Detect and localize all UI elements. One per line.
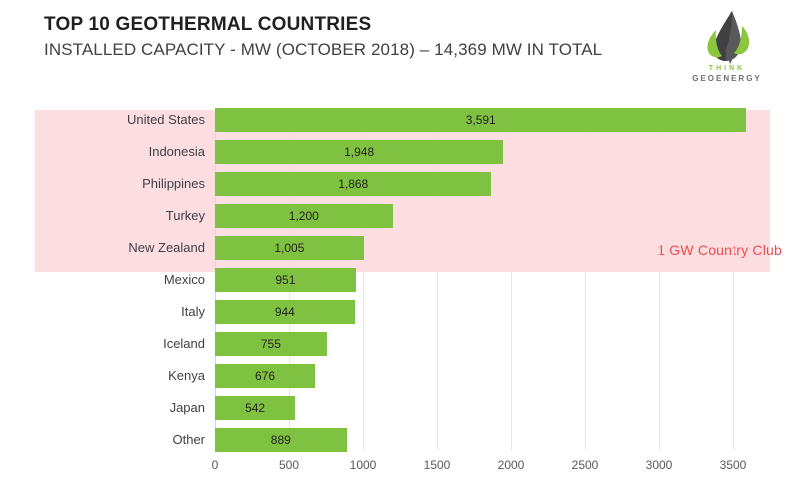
category-label: Indonesia bbox=[148, 144, 205, 159]
bar-value-label: 951 bbox=[275, 273, 296, 287]
bar-container: 889 bbox=[215, 428, 347, 452]
gridline bbox=[437, 110, 438, 450]
x-axis-tick-label: 1500 bbox=[423, 458, 451, 472]
bar-value-label: 755 bbox=[260, 337, 281, 351]
bar-row: Indonesia 1,948 bbox=[0, 136, 800, 168]
bar: 951 bbox=[215, 268, 356, 292]
bar-container: 755 bbox=[215, 332, 327, 356]
bar-container: 1,200 bbox=[215, 204, 393, 228]
bar-row: United States 3,591 bbox=[0, 104, 800, 136]
bar-value-label: 889 bbox=[270, 433, 291, 447]
gridline bbox=[585, 110, 586, 450]
bar-row: New Zealand 1,005 bbox=[0, 232, 800, 264]
category-label: Turkey bbox=[165, 208, 205, 223]
plot-area: 1 GW Country Club United States 3,591 Indo… bbox=[0, 104, 800, 498]
bar-row: Iceland 755 bbox=[0, 328, 800, 360]
thinkgeoenergy-logo: THINK GEOENERGY bbox=[672, 8, 782, 94]
category-label: Kenya bbox=[168, 368, 205, 383]
bar-container: 1,948 bbox=[215, 140, 504, 164]
bar-row: Italy 944 bbox=[0, 296, 800, 328]
bar: 1,948 bbox=[215, 140, 504, 164]
bar: 1,868 bbox=[215, 172, 492, 196]
bar-row: Philippines 1,868 bbox=[0, 168, 800, 200]
gridline bbox=[733, 110, 734, 450]
x-axis-tick-label: 1000 bbox=[349, 458, 377, 472]
category-label: United States bbox=[126, 112, 205, 127]
category-label: Mexico bbox=[163, 272, 205, 287]
bar-container: 1,005 bbox=[215, 236, 364, 260]
bar-rows: United States 3,591 Indonesia 1,948 Philippi… bbox=[0, 104, 800, 456]
bar: 542 bbox=[215, 396, 296, 420]
category-label: Italy bbox=[181, 304, 205, 319]
bar: 3,591 bbox=[215, 108, 747, 132]
category-label: Iceland bbox=[163, 336, 205, 351]
bar-container: 542 bbox=[215, 396, 296, 420]
one-gw-country-club-label: 1 GW Country Club bbox=[657, 242, 782, 258]
category-label: Japan bbox=[169, 400, 205, 415]
bar: 1,200 bbox=[215, 204, 393, 228]
category-label: Other bbox=[172, 432, 205, 447]
bar-value-label: 542 bbox=[245, 401, 266, 415]
bar-value-label: 1,200 bbox=[288, 209, 319, 223]
x-axis-tick-label: 0 bbox=[211, 458, 219, 472]
bar-value-label: 676 bbox=[255, 369, 276, 383]
leaf-flame-icon bbox=[707, 11, 750, 64]
bar-value-label: 1,005 bbox=[274, 241, 305, 255]
bar-container: 944 bbox=[215, 300, 355, 324]
category-label: Philippines bbox=[142, 176, 205, 191]
bar-value-label: 944 bbox=[274, 305, 295, 319]
x-axis-tick-label: 500 bbox=[278, 458, 300, 472]
bar-row: Kenya 676 bbox=[0, 360, 800, 392]
bar-value-label: 1,948 bbox=[344, 145, 375, 159]
bar-value-label: 1,868 bbox=[338, 177, 369, 191]
bar-value-label: 3,591 bbox=[465, 113, 496, 127]
bar: 1,005 bbox=[215, 236, 364, 260]
chart-subtitle: INSTALLED CAPACITY - MW (OCTOBER 2018) –… bbox=[44, 40, 603, 59]
bar-container: 676 bbox=[215, 364, 316, 388]
bar-container: 3,591 bbox=[215, 108, 747, 132]
bar-row: Mexico 951 bbox=[0, 264, 800, 296]
bar-row: Japan 542 bbox=[0, 392, 800, 424]
x-axis-tick-label: 2500 bbox=[571, 458, 599, 472]
x-axis-tick-label: 3500 bbox=[719, 458, 747, 472]
x-axis-tick-label: 2000 bbox=[497, 458, 525, 472]
gridline bbox=[511, 110, 512, 450]
gridline bbox=[363, 110, 364, 450]
bar: 944 bbox=[215, 300, 355, 324]
page-title: TOP 10 GEOTHERMAL COUNTRIES bbox=[44, 14, 372, 35]
bar-container: 1,868 bbox=[215, 172, 492, 196]
x-axis-tick-label: 3000 bbox=[645, 458, 673, 472]
x-axis: 0 500 1000 1500 2000 2500 3000 3500 bbox=[0, 458, 800, 480]
gridline bbox=[659, 110, 660, 450]
logo-word-think: THINK bbox=[708, 65, 746, 72]
bar-row: Other 889 bbox=[0, 424, 800, 456]
category-label: New Zealand bbox=[128, 240, 205, 255]
bar: 755 bbox=[215, 332, 327, 356]
bar-row: Turkey 1,200 bbox=[0, 200, 800, 232]
logo-word-geoenergy: GEOENERGY bbox=[692, 74, 762, 83]
chart-header: TOP 10 GEOTHERMAL COUNTRIES INSTALLED CA… bbox=[44, 14, 664, 61]
bar: 676 bbox=[215, 364, 316, 388]
bar-container: 951 bbox=[215, 268, 356, 292]
bar: 889 bbox=[215, 428, 347, 452]
